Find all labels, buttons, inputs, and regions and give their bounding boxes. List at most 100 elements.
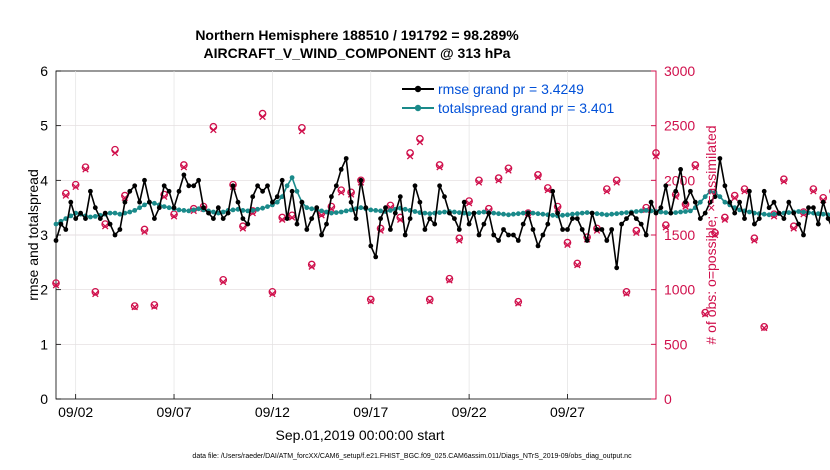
totalspread-point xyxy=(761,211,767,217)
y-tick-left-label: 1 xyxy=(40,336,48,352)
rmse-point xyxy=(683,199,688,205)
rmse-point xyxy=(599,227,605,232)
rmse-point xyxy=(663,183,669,189)
rmse-point xyxy=(206,210,211,216)
rmse-point xyxy=(584,238,590,243)
obs-possible-marker xyxy=(140,225,149,234)
obs-assimilated-marker xyxy=(318,212,325,219)
obs-assimilated-marker xyxy=(170,213,178,220)
obs-assimilated-marker xyxy=(406,153,414,160)
obs-assimilated-marker xyxy=(92,290,99,298)
totalspread-point xyxy=(166,205,172,211)
x-tick-label: 09/22 xyxy=(452,404,487,420)
rmse-point xyxy=(545,221,551,227)
totalspread-point xyxy=(274,199,280,205)
totalspread-point xyxy=(722,199,728,205)
totalspread-point xyxy=(117,211,123,217)
y-tick-right-label: 500 xyxy=(664,336,688,352)
totalspread-point xyxy=(594,211,600,217)
totalspread-point xyxy=(481,209,487,215)
totalspread-point xyxy=(560,212,565,218)
rmse-point xyxy=(402,232,408,238)
legend: rmse grand pr = 3.4249 totalspread grand… xyxy=(402,81,615,116)
rmse-point xyxy=(58,221,64,227)
x-tick-label: 09/02 xyxy=(58,404,93,420)
rmse-point xyxy=(333,183,339,189)
obs-assimilated-marker xyxy=(397,216,404,223)
rmse-point xyxy=(476,232,482,238)
rmse-point xyxy=(363,205,369,211)
totalspread-point xyxy=(550,212,556,218)
obs-assimilated-marker xyxy=(101,222,109,230)
obs-assimilated-marker xyxy=(760,324,768,332)
x-tick-label: 09/27 xyxy=(550,404,585,420)
totalspread-point xyxy=(88,214,93,220)
rmse-point xyxy=(152,216,157,222)
totalspread-point xyxy=(294,188,300,194)
obs-possible-marker xyxy=(239,222,247,231)
obs-possible-marker xyxy=(307,260,316,269)
rmse-point xyxy=(447,210,452,216)
rmse-point xyxy=(407,216,413,222)
rmse-point xyxy=(811,205,816,211)
rmse-point xyxy=(309,216,315,222)
rmse-point xyxy=(535,243,541,249)
obs-assimilated-marker xyxy=(141,228,148,235)
y-tick-right-label: 1500 xyxy=(664,227,695,243)
totalspread-point xyxy=(240,208,246,213)
obs-assimilated-marker xyxy=(564,241,571,249)
y-axis-right-ticks: 0 500 1000 1500 2000 2500 3000 xyxy=(651,63,695,407)
obs-assimilated-marker xyxy=(278,216,286,223)
obs-possible-marker xyxy=(91,288,100,296)
rmse-point xyxy=(102,210,108,216)
rmse-point xyxy=(412,183,418,189)
totalspread-point xyxy=(112,210,118,216)
totalspread-point xyxy=(245,208,251,214)
obs-assimilated-marker xyxy=(239,225,247,232)
rmse-point xyxy=(471,210,477,216)
rmse-point xyxy=(801,232,806,238)
obs-possible-marker xyxy=(602,185,611,193)
obs-assimilated-marker xyxy=(701,311,709,318)
totalspread-point xyxy=(211,209,216,215)
totalspread-point xyxy=(815,211,821,217)
rmse-point xyxy=(63,227,69,232)
obs-possible-marker xyxy=(268,288,277,296)
totalspread-point xyxy=(230,207,236,213)
obs-assimilated-marker xyxy=(692,163,699,171)
rmse-point xyxy=(506,232,511,238)
totalspread-point xyxy=(402,206,408,212)
rmse-point xyxy=(707,199,713,205)
totalspread-point xyxy=(388,208,393,213)
obs-assimilated-marker xyxy=(515,300,522,307)
obs-assimilated-marker xyxy=(337,189,345,196)
rmse-point xyxy=(815,221,821,227)
totalspread-point xyxy=(452,209,457,215)
obs-possible-marker xyxy=(219,275,228,284)
totalspread-point xyxy=(476,210,482,216)
obs-possible-marker xyxy=(71,180,80,189)
rmse-point xyxy=(284,216,290,222)
obs-assimilated-marker xyxy=(269,290,276,298)
rmse-point xyxy=(619,221,624,227)
totalspread-point xyxy=(456,210,462,216)
rmse-point xyxy=(437,183,442,189)
y-tick-right-label: 2000 xyxy=(664,172,695,188)
rmse-point xyxy=(324,221,329,227)
obs-possible-marker xyxy=(661,221,670,230)
chart-title-line1: Northern Hemisphere 188510 / 191792 = 98… xyxy=(195,27,519,43)
obs-possible-marker xyxy=(563,238,572,247)
totalspread-point xyxy=(702,194,708,200)
totalspread-point xyxy=(437,210,442,216)
totalspread-point xyxy=(53,221,59,227)
obs-assimilated-marker xyxy=(741,188,748,195)
obs-possible-marker xyxy=(760,322,769,331)
rmse-point xyxy=(373,254,379,260)
rmse-point xyxy=(550,188,556,194)
obs-assimilated-marker xyxy=(662,224,670,231)
obs-possible-marker xyxy=(543,184,552,192)
totalspread-point xyxy=(688,208,693,214)
obs-possible-marker xyxy=(701,308,710,317)
y-tick-right-label: 1000 xyxy=(664,282,695,298)
